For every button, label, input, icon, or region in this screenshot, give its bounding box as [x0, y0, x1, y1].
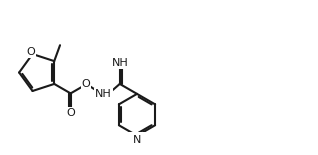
- Text: O: O: [66, 108, 75, 118]
- Text: O: O: [26, 47, 35, 57]
- Text: O: O: [82, 79, 91, 89]
- Text: N: N: [133, 135, 141, 145]
- Text: NH: NH: [95, 89, 112, 99]
- Text: NH: NH: [111, 58, 128, 68]
